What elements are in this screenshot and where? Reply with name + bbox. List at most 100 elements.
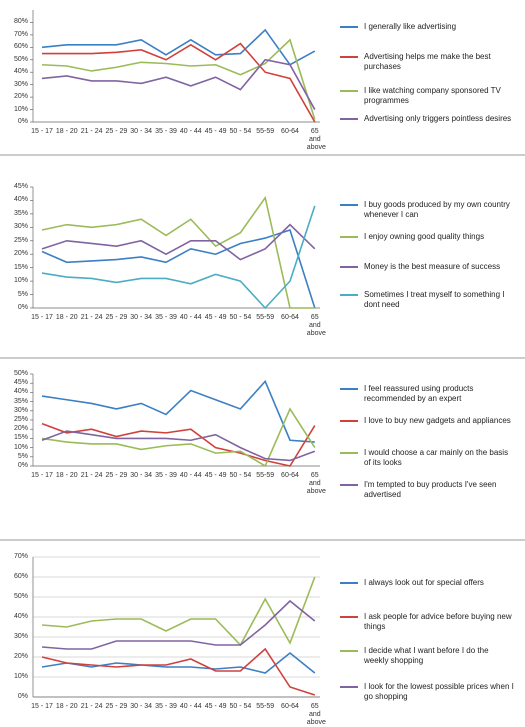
x-tick-label: 50 - 54: [229, 472, 252, 479]
x-tick-label: 45 - 49: [204, 472, 227, 479]
y-tick-label: 5%: [17, 452, 28, 460]
y-tick-label: 40%: [13, 68, 28, 76]
x-tick-label: 18 - 20: [55, 472, 78, 479]
x-tick-label: 18 - 20: [55, 703, 78, 710]
y-tick-label: 40%: [13, 388, 28, 396]
x-tick-label: 21 - 24: [80, 128, 103, 135]
legend-label: I always look out for special offers: [364, 578, 484, 587]
y-tick-label: 30%: [13, 633, 28, 640]
x-tick-label: 21 - 24: [80, 703, 103, 710]
y-tick-label: 50%: [13, 370, 28, 377]
legend-label: I love to buy new gadgets and appliances: [364, 416, 511, 425]
y-tick-label: 15%: [13, 434, 28, 442]
y-tick-label: 60%: [13, 573, 28, 580]
y-tick-label: 50%: [13, 55, 28, 63]
y-tick-label: 50%: [13, 593, 28, 600]
y-tick-label: 0%: [17, 118, 28, 125]
x-tick-label: 25 - 29: [105, 472, 128, 479]
x-tick-label: 35 - 39: [155, 314, 177, 321]
x-tick-label: 40 - 44: [179, 128, 202, 135]
x-tick-label: 45 - 49: [204, 128, 227, 135]
x-tick-label: 45 - 49: [204, 314, 227, 321]
y-tick-label: 10%: [13, 277, 28, 285]
x-tick-label: 50 - 54: [229, 703, 252, 710]
x-tick-label: 25 - 29: [105, 314, 128, 321]
series-line: [41, 223, 316, 261]
x-tick-label: 60-64: [281, 314, 299, 321]
y-tick-label: 25%: [13, 416, 28, 423]
legend-label: Sometimes I treat myself to something I …: [364, 290, 505, 309]
y-tick-label: 0%: [17, 693, 28, 700]
series-line: [41, 58, 316, 110]
legend-label: I'm tempted to buy products I've seen ad…: [364, 480, 497, 499]
series-line: [41, 422, 316, 467]
series-line: [41, 195, 315, 309]
series-line: [42, 42, 316, 123]
x-tick-label: 21 - 24: [80, 314, 103, 321]
x-tick-label: 15 - 17: [31, 314, 53, 321]
y-tick-label: 40%: [13, 196, 28, 204]
series-line: [41, 576, 316, 647]
legend-label: I would choose a car mainly on the basis…: [364, 448, 509, 467]
y-tick-label: 20%: [13, 250, 28, 258]
x-tick-label: 60-64: [281, 703, 299, 710]
series-line: [41, 38, 316, 120]
series-line: [41, 229, 316, 309]
y-tick-label: 35%: [13, 397, 28, 405]
y-tick-label: 30%: [13, 406, 28, 414]
x-tick-label: 50 - 54: [229, 128, 252, 135]
y-tick-label: 70%: [13, 553, 28, 560]
series-line: [41, 379, 315, 443]
x-tick-label: 35 - 39: [155, 128, 177, 135]
series-line: [41, 599, 316, 650]
y-tick-label: 10%: [13, 105, 28, 113]
x-tick-label: 40 - 44: [179, 472, 202, 479]
x-tick-label: 15 - 17: [31, 128, 53, 135]
legend-label: I enjoy owning good quality things: [364, 232, 485, 241]
x-tick-label: 65 and above: [306, 314, 326, 337]
y-tick-label: 15%: [13, 263, 28, 271]
legend-label: Advertising helps me make the best purch…: [364, 52, 491, 71]
y-tick-label: 10%: [13, 443, 28, 451]
x-tick-label: 21 - 24: [80, 472, 103, 479]
legend-label: Money is the best measure of success: [364, 262, 501, 271]
series-line: [41, 647, 316, 696]
series-line: [41, 407, 316, 468]
x-tick-label: 55-59: [256, 128, 275, 135]
y-tick-label: 20%: [13, 653, 28, 660]
x-tick-label: 55-59: [256, 472, 275, 479]
x-tick-label: 25 - 29: [105, 703, 128, 710]
legend-label: I decide what I want before I do the wee…: [364, 646, 489, 665]
legend-label: I feel reassured using products recommen…: [364, 384, 474, 403]
y-tick-label: 45%: [13, 183, 28, 190]
y-tick-label: 45%: [13, 379, 28, 387]
x-tick-label: 15 - 17: [31, 472, 53, 479]
x-tick-label: 40 - 44: [179, 314, 202, 321]
y-tick-label: 25%: [13, 236, 28, 244]
legend-label: I ask people for advice before buying ne…: [364, 612, 512, 631]
x-tick-label: 25 - 29: [105, 128, 128, 135]
y-tick-label: 70%: [13, 30, 28, 38]
y-tick-label: 0%: [17, 462, 28, 469]
y-tick-label: 30%: [13, 223, 28, 231]
x-tick-label: 15 - 17: [31, 703, 53, 710]
y-tick-label: 20%: [13, 425, 28, 433]
y-tick-label: 60%: [13, 43, 28, 51]
y-tick-label: 5%: [17, 290, 28, 298]
series-line: [41, 205, 316, 310]
y-tick-label: 35%: [13, 209, 28, 217]
x-tick-label: 35 - 39: [155, 472, 177, 479]
x-tick-label: 60-64: [281, 472, 299, 479]
series-line: [41, 28, 316, 66]
x-tick-label: 30 - 34: [130, 128, 153, 135]
y-tick-label: 10%: [13, 673, 28, 680]
x-tick-label: 18 - 20: [55, 314, 78, 321]
legend-label: Advertising only triggers pointless desi…: [364, 114, 512, 123]
legend-label: I like watching company sponsored TV pro…: [364, 86, 501, 105]
x-tick-label: 30 - 34: [130, 314, 153, 321]
x-tick-label: 30 - 34: [130, 472, 153, 479]
x-tick-label: 55-59: [256, 314, 275, 321]
x-tick-label: 40 - 44: [179, 703, 202, 710]
